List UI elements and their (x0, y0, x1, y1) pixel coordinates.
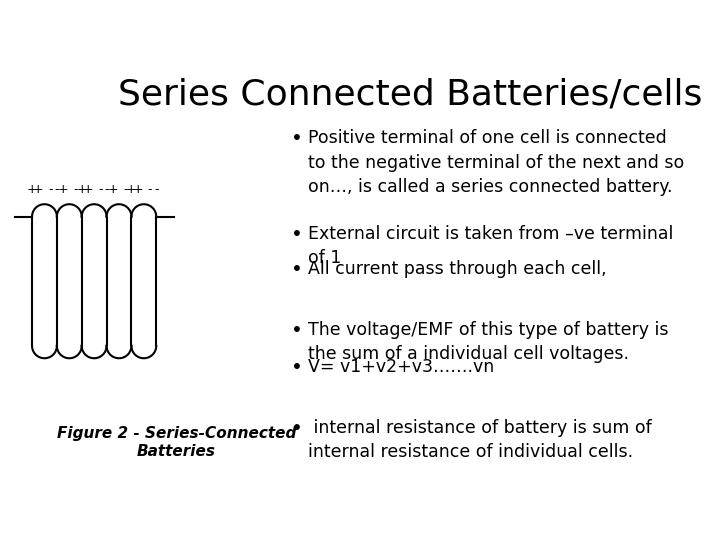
Text: All current pass through each cell,: All current pass through each cell, (307, 260, 606, 278)
Text: +: + (76, 183, 87, 195)
Text: +: + (83, 183, 94, 195)
Text: -: - (48, 183, 53, 195)
Text: +: + (126, 183, 137, 195)
Text: External circuit is taken from –ve terminal
of 1: External circuit is taken from –ve termi… (307, 225, 673, 267)
Text: +: + (33, 183, 44, 195)
Text: +: + (107, 183, 118, 195)
Text: •: • (291, 419, 302, 438)
Text: -: - (55, 183, 59, 195)
Text: Positive terminal of one cell is connected
to the negative terminal of the next : Positive terminal of one cell is connect… (307, 129, 684, 196)
Text: +: + (27, 183, 37, 195)
Text: -: - (154, 183, 158, 195)
Text: -: - (104, 183, 109, 195)
Text: -: - (73, 183, 78, 195)
Text: +: + (58, 183, 68, 195)
Text: -: - (148, 183, 153, 195)
Text: Figure 2 - Series-Connected: Figure 2 - Series-Connected (57, 426, 296, 441)
Text: The voltage/EMF of this type of battery is
the sum of a individual cell voltages: The voltage/EMF of this type of battery … (307, 321, 668, 363)
Text: Batteries: Batteries (137, 444, 216, 459)
Text: -: - (98, 183, 103, 195)
Text: •: • (291, 225, 302, 244)
Text: +: + (132, 183, 143, 195)
Text: -: - (123, 183, 127, 195)
Text: •: • (291, 358, 302, 377)
Text: •: • (291, 321, 302, 340)
Text: Series Connected Batteries/cells: Series Connected Batteries/cells (118, 77, 702, 111)
Text: •: • (291, 129, 302, 149)
Text: internal resistance of battery is sum of
internal resistance of individual cells: internal resistance of battery is sum of… (307, 419, 652, 461)
Text: V= v1+v2+v3…….vn: V= v1+v2+v3…….vn (307, 358, 494, 376)
Text: •: • (291, 260, 302, 279)
